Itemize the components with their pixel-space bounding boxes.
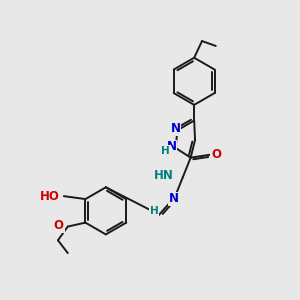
Text: HO: HO xyxy=(40,190,60,202)
Text: HN: HN xyxy=(154,169,174,182)
Text: O: O xyxy=(211,148,221,161)
Text: N: N xyxy=(170,122,180,135)
Text: N: N xyxy=(167,140,177,154)
Text: H: H xyxy=(161,146,170,156)
Text: H: H xyxy=(150,206,159,216)
Text: N: N xyxy=(169,192,179,206)
Text: O: O xyxy=(54,219,64,232)
